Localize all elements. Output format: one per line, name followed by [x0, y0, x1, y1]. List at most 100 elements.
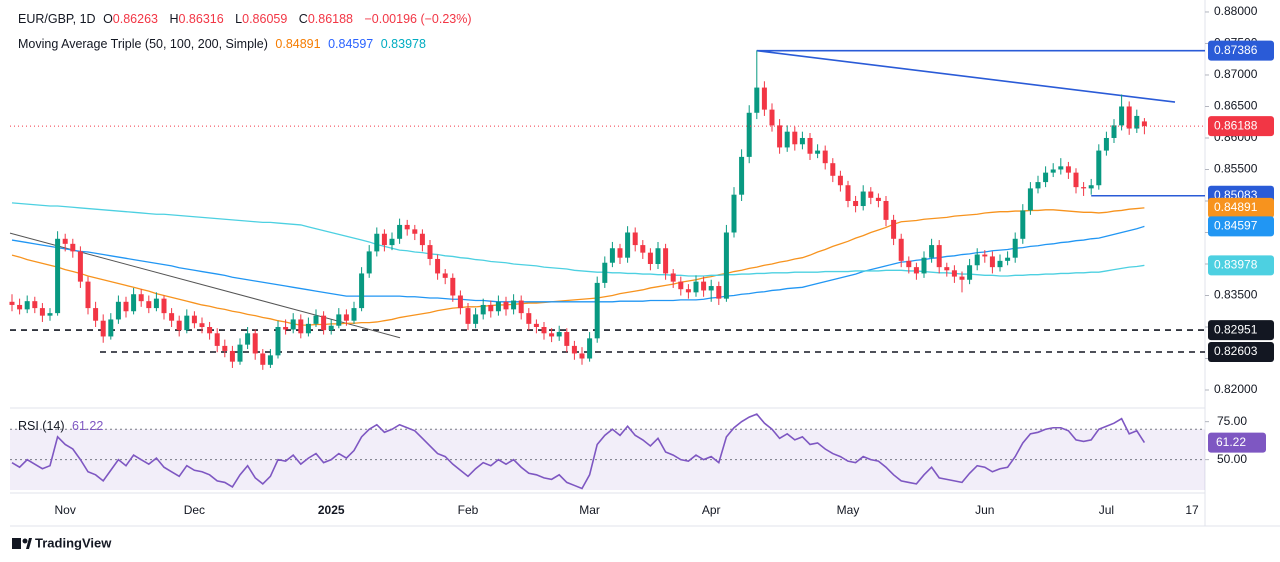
- candle-body: [321, 315, 327, 331]
- ma-label: 0.84597: [1214, 219, 1258, 233]
- candle-body: [913, 267, 919, 274]
- candle-body: [739, 156, 745, 195]
- c-value: 0.86188: [307, 12, 354, 26]
- candle-body: [374, 233, 380, 252]
- candle-body: [55, 238, 61, 314]
- footer-brand: TradingView: [35, 535, 112, 550]
- candle-body: [822, 150, 828, 164]
- rsi-line: [11, 413, 1146, 490]
- candle-body: [283, 326, 289, 330]
- candle-body: [85, 281, 91, 309]
- x-tick-label: Dec: [184, 503, 205, 517]
- ma-box: [1208, 197, 1274, 218]
- x-tick-label: Mar: [579, 503, 600, 517]
- candle-body: [929, 245, 935, 258]
- x-tick-label: 17: [1185, 503, 1199, 517]
- x-tick-label: Apr: [702, 503, 721, 517]
- candle-body: [1020, 210, 1026, 239]
- candle-body: [32, 301, 38, 309]
- candle-body: [898, 238, 904, 261]
- l-label: L: [235, 12, 243, 26]
- candle-body: [39, 308, 45, 316]
- y-tick-label: 0.86500: [1214, 99, 1258, 113]
- candle-body: [100, 320, 106, 337]
- candle-body: [389, 238, 395, 246]
- candle-body: [640, 245, 646, 253]
- candle-body: [214, 333, 220, 346]
- candle-body: [701, 281, 707, 291]
- level-box: [1208, 320, 1274, 341]
- candle-body: [336, 314, 342, 326]
- candle-body: [982, 254, 988, 257]
- ohlc-header: EUR/GBP, 1D O0.86263 H0.86316 L0.86059 C…: [18, 12, 476, 26]
- symbol: EUR/GBP, 1D: [18, 12, 96, 26]
- candle-body: [397, 224, 403, 239]
- candle-body: [989, 256, 995, 268]
- level-box: [1208, 342, 1274, 363]
- candle-body: [936, 245, 942, 268]
- change: −0.00196 (−0.23%): [364, 12, 472, 26]
- candle-body: [959, 276, 965, 280]
- candle-body: [815, 150, 821, 154]
- candle-body: [845, 185, 851, 201]
- o-label: O: [103, 12, 113, 26]
- candle-body: [655, 248, 661, 264]
- candle-body: [1088, 185, 1094, 189]
- candle-body: [503, 301, 509, 310]
- candle-body: [62, 238, 68, 244]
- ma-label: 0.83978: [1214, 258, 1258, 272]
- level-label: 0.82951: [1214, 322, 1258, 336]
- candle-body: [1073, 172, 1079, 188]
- candle-body: [169, 313, 175, 321]
- last-price-box: [1208, 116, 1274, 137]
- candle-body: [343, 314, 349, 321]
- y-tick-label: 0.85500: [1214, 162, 1258, 176]
- candle-body: [511, 300, 517, 310]
- candle-body: [313, 315, 319, 324]
- candle-body: [1103, 137, 1109, 151]
- candle-body: [830, 163, 836, 176]
- candle-body: [404, 224, 410, 230]
- candle-body: [883, 200, 889, 220]
- trendline: [756, 49, 1176, 103]
- candle-body: [625, 232, 631, 258]
- candle-body: [906, 260, 912, 268]
- y-tick-label: 0.82000: [1214, 382, 1258, 396]
- candle-body: [761, 87, 767, 110]
- candle-body: [792, 131, 798, 145]
- candle-body: [260, 353, 266, 365]
- candle-body: [974, 254, 980, 266]
- candle-body: [442, 273, 448, 278]
- candle-body: [115, 301, 121, 320]
- candle-body: [541, 326, 547, 334]
- rsi-tick-label: 75.00: [1217, 414, 1247, 428]
- logo-mark: [26, 538, 32, 549]
- level-box: [1208, 40, 1274, 61]
- moving-average: [11, 207, 1145, 326]
- candle-body: [450, 277, 456, 296]
- candle-body: [465, 308, 471, 324]
- level-label: 0.82603: [1214, 344, 1258, 358]
- candle-body: [746, 112, 752, 157]
- logo-mark: [12, 538, 21, 549]
- candle-body: [245, 333, 251, 345]
- candle-body: [518, 300, 524, 314]
- candle-body: [275, 326, 281, 356]
- candle-body: [1096, 150, 1102, 186]
- rsi-tick-label: 50.00: [1217, 452, 1247, 466]
- candle-body: [131, 294, 137, 312]
- candle-body: [837, 175, 843, 186]
- candle-body: [199, 323, 205, 327]
- candle-body: [77, 251, 83, 282]
- candle-body: [587, 338, 593, 359]
- candle-body: [670, 273, 676, 282]
- candle-body: [678, 281, 684, 290]
- candle-body: [1027, 188, 1033, 211]
- candle-body: [875, 197, 881, 201]
- candle-body: [419, 233, 425, 246]
- label: C0.86188: [299, 12, 357, 26]
- candle-body: [594, 282, 600, 339]
- candle-body: [176, 320, 182, 331]
